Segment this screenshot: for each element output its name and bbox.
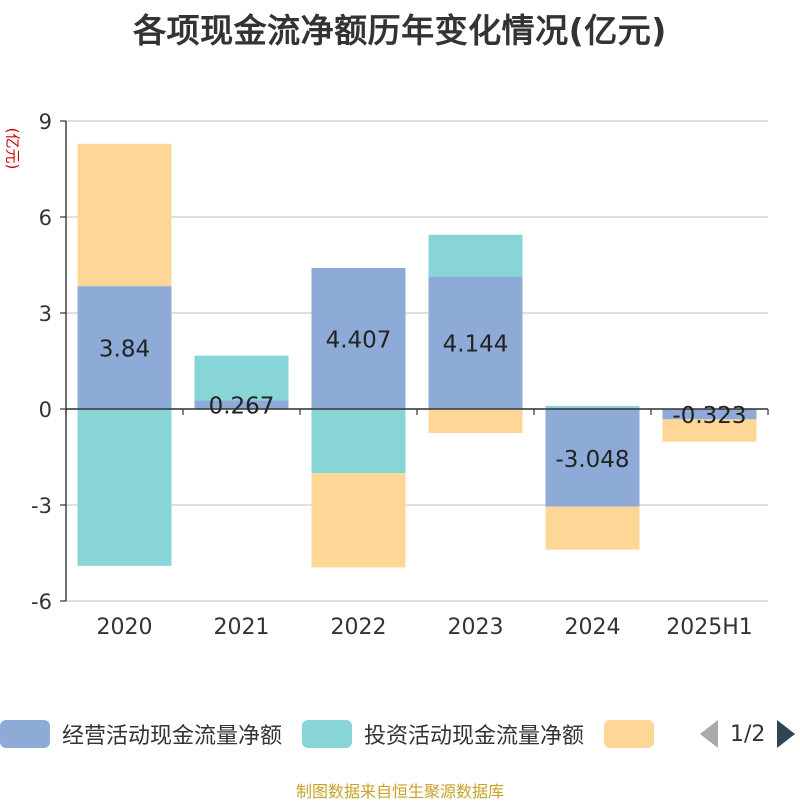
x-tick-label-2025H1: 2025H1 (666, 615, 753, 640)
bar-2023-series-2 (428, 409, 523, 433)
bar-2020-series-1 (77, 409, 172, 566)
legend-swatch-financing (604, 720, 655, 748)
bar-2023-series-0 (428, 276, 523, 409)
y-tick-label: 3 (39, 302, 52, 326)
data-label-2025H1: -0.323 (672, 403, 746, 429)
bar-2024-series-2 (545, 506, 640, 550)
bar-2022-series-2 (311, 473, 406, 568)
y-tick-label: 0 (39, 398, 52, 422)
data-label-2023: 4.144 (443, 332, 509, 358)
data-label-2022: 4.407 (326, 327, 392, 353)
legend-swatch-operating (0, 720, 50, 748)
data-source: 制图数据来自恒生聚源数据库 (295, 782, 504, 801)
legend-page-indicator: 1/2 (730, 721, 766, 747)
bar-2024-series-0 (545, 409, 640, 507)
bar-2021-series-1 (194, 355, 289, 401)
bar-2022-series-0 (311, 267, 406, 409)
bar-2025H1-series-2 (662, 419, 757, 442)
bar-2024-series-1 (545, 405, 640, 409)
bar-chart: 9 6 3 0 -3 -6 3.84 0.267 4.407 4.144 -3.048 -0.323 2… (31, 110, 769, 640)
x-tick-label-2024: 2024 (565, 615, 621, 640)
bar-2023-series-1 (428, 234, 523, 277)
y-tick-label: 6 (39, 206, 52, 230)
x-tick-label-2020: 2020 (97, 615, 153, 640)
legend: 经营活动现金流量净额 投资活动现金流量净额 1/2 (0, 716, 800, 752)
x-tick-label-2023: 2023 (448, 615, 504, 640)
bar-2021-series-0 (194, 400, 289, 409)
legend-prev-arrow-icon[interactable] (700, 720, 718, 748)
legend-pager: 1/2 (700, 720, 796, 748)
bar-2020-series-0 (77, 286, 172, 409)
y-tick-label: 9 (39, 110, 52, 134)
y-tick-label: -3 (31, 494, 52, 518)
legend-label-operating: 经营活动现金流量净额 (62, 724, 283, 749)
legend-item-financing[interactable] (604, 720, 666, 748)
data-label-2020: 3.84 (99, 337, 150, 363)
y-tick-label: -6 (31, 590, 52, 614)
x-tick-label-2021: 2021 (214, 615, 270, 640)
legend-next-arrow-icon[interactable] (777, 720, 796, 748)
chart-title: 各项现金流净额历年变化情况(亿元) (133, 11, 667, 50)
bar-2022-series-1 (311, 409, 406, 473)
legend-label-investing: 投资活动现金流量净额 (364, 724, 585, 749)
legend-swatch-investing (302, 720, 353, 748)
x-tick-label-2022: 2022 (331, 615, 387, 640)
legend-item-operating[interactable]: 经营活动现金流量净额 (0, 718, 282, 750)
bar-2020-series-2 (77, 143, 172, 287)
bar-2025H1-series-0 (662, 409, 757, 420)
data-label-2024: -3.048 (555, 447, 629, 473)
legend-item-investing[interactable]: 投资活动现金流量净额 (302, 718, 584, 750)
data-label-2021: 0.267 (209, 394, 275, 420)
